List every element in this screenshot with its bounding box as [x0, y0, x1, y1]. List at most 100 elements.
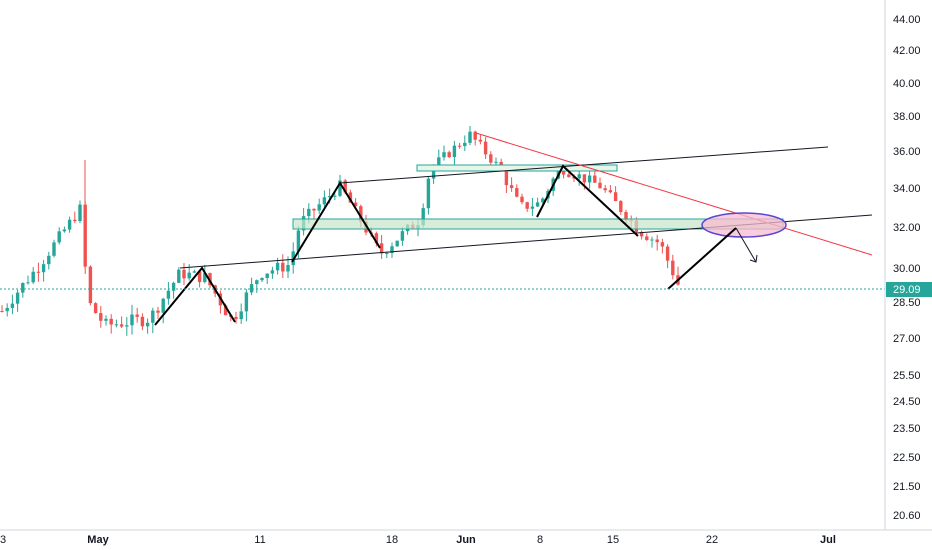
candle-body	[31, 271, 35, 283]
price-tick-label: 25.50	[893, 370, 921, 382]
candle-body	[93, 303, 98, 314]
candle-body	[468, 131, 472, 143]
candle-body	[457, 145, 462, 147]
time-tick-label: Jul	[820, 534, 836, 546]
time-tick-label: 11	[254, 534, 265, 546]
annotations-layer	[0, 132, 885, 326]
price-tick-label: 30.00	[893, 263, 921, 275]
time-tick-label: 8	[537, 534, 543, 546]
candle-body	[603, 188, 607, 191]
candle-body	[400, 231, 405, 241]
price-tick-label: 22.50	[893, 452, 921, 464]
candle-body	[307, 208, 311, 217]
candle-body	[494, 161, 498, 163]
candle-body	[650, 239, 654, 241]
price-tick-label: 23.50	[893, 423, 921, 435]
candle-body	[327, 196, 332, 198]
price-tick-label: 24.50	[893, 396, 921, 408]
candle-body	[624, 212, 628, 221]
candle-body	[655, 239, 659, 243]
candle-body	[203, 273, 207, 283]
candle-body	[671, 260, 675, 276]
candle-body	[182, 269, 186, 279]
upper-trendline	[339, 146, 829, 184]
current-price-label: 29.09	[893, 284, 921, 296]
candle-body	[317, 204, 321, 211]
candle-body	[151, 310, 155, 323]
candle-body	[78, 204, 82, 222]
time-axis: May 11 18 Jun 8 15 22 Jul 13	[0, 529, 932, 546]
candle-body	[275, 262, 280, 271]
candle-body	[613, 192, 618, 202]
candle-body	[312, 208, 316, 211]
candle-body	[197, 271, 202, 283]
candle-body	[244, 292, 249, 312]
price-tick-label: 36.00	[893, 146, 921, 158]
candle-body	[582, 174, 587, 183]
candle-body	[530, 206, 535, 209]
candle-body	[265, 273, 269, 278]
candle-body	[379, 243, 384, 254]
candle-body	[322, 197, 327, 205]
arrow-head	[749, 254, 758, 263]
time-tick-label: 18	[386, 534, 398, 546]
candle-body	[608, 190, 613, 193]
price-tick-label: 27.00	[893, 333, 921, 345]
candle-body	[249, 284, 254, 293]
candle-body	[140, 316, 145, 327]
candle-body	[359, 206, 363, 222]
candle-body	[119, 324, 124, 327]
time-tick-label: May	[87, 534, 109, 546]
candle-body	[338, 180, 342, 196]
candle-body	[177, 269, 181, 283]
candle-body	[395, 240, 399, 247]
candle-body	[67, 219, 72, 230]
candle-body	[504, 170, 509, 186]
candle-body	[36, 271, 41, 273]
candle-body	[473, 131, 477, 140]
candle-body	[489, 154, 493, 163]
candle-body	[348, 192, 353, 203]
candle-body	[483, 141, 488, 155]
candle-body	[192, 271, 197, 273]
candle-body	[114, 324, 119, 326]
candle-body	[343, 180, 347, 193]
price-tick-label: 44.00	[893, 14, 921, 26]
price-tick-label: 28.50	[893, 297, 921, 309]
candle-body	[0, 311, 4, 313]
candle-body	[135, 314, 139, 317]
candle-body	[166, 290, 171, 299]
candle-body	[645, 236, 649, 241]
candle-body	[10, 303, 15, 308]
price-axis: 44.00 42.00 40.00 38.00 36.00 34.00 32.00 30.00…	[884, 0, 932, 530]
projection-path	[667, 227, 737, 290]
candle-body	[587, 175, 592, 183]
candle-body	[99, 313, 103, 321]
candle-body	[541, 198, 545, 203]
price-tick-label: 38.00	[893, 111, 921, 123]
current-price-badge	[886, 282, 932, 297]
candle-body	[104, 318, 108, 321]
zigzag-pattern-2	[291, 181, 381, 263]
candle-body	[15, 292, 20, 304]
candle-body	[452, 145, 457, 158]
candle-body	[26, 282, 30, 284]
candle-body	[333, 195, 337, 197]
candle-body	[447, 152, 451, 158]
candle-body	[509, 185, 514, 189]
candle-body	[639, 231, 644, 237]
resistance-zone-top	[416, 164, 618, 172]
candle-body	[52, 242, 56, 256]
candle-body	[535, 202, 540, 207]
candle-body	[21, 283, 25, 293]
candle-body	[437, 157, 441, 167]
candle-body	[260, 277, 264, 281]
candle-body	[593, 175, 597, 183]
price-tick-label: 40.00	[893, 78, 921, 90]
candle-body	[619, 201, 623, 213]
candle-body	[385, 253, 389, 255]
candles-layer	[0, 126, 680, 336]
projection-arrow	[735, 227, 757, 263]
candle-body	[239, 311, 243, 320]
